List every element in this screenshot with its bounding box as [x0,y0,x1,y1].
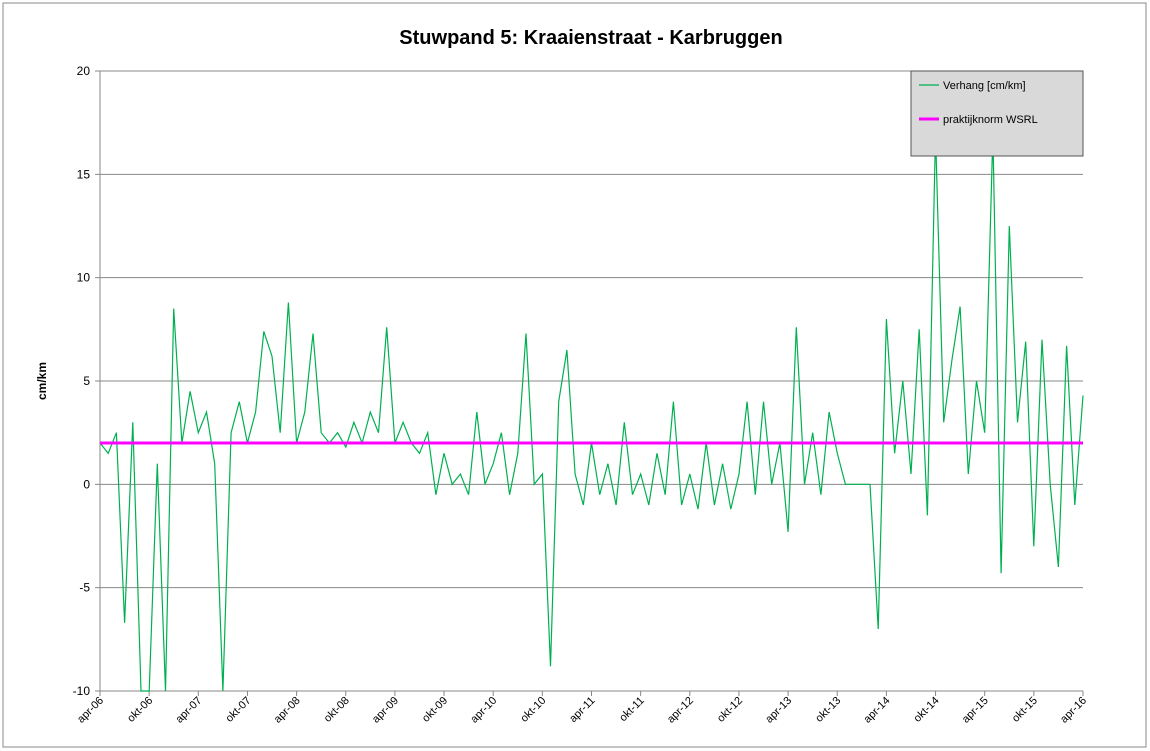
legend-box [910,70,1084,157]
y-tick-label: 20 [77,64,91,78]
y-tick-label: -10 [73,684,91,698]
y-tick-label: -5 [79,581,90,595]
y-tick-label: 10 [77,271,91,285]
chart-title: Stuwpand 5: Kraaienstraat - Karbruggen [399,27,782,49]
y-tick-label: 5 [83,374,90,388]
legend-label: praktijknorm WSRL [943,114,1038,126]
y-tick-label: 15 [77,167,91,181]
legend-label: Verhang [cm/km] [943,80,1026,92]
y-axis-label: cm/km [35,362,49,400]
y-tick-label: 0 [83,477,90,491]
